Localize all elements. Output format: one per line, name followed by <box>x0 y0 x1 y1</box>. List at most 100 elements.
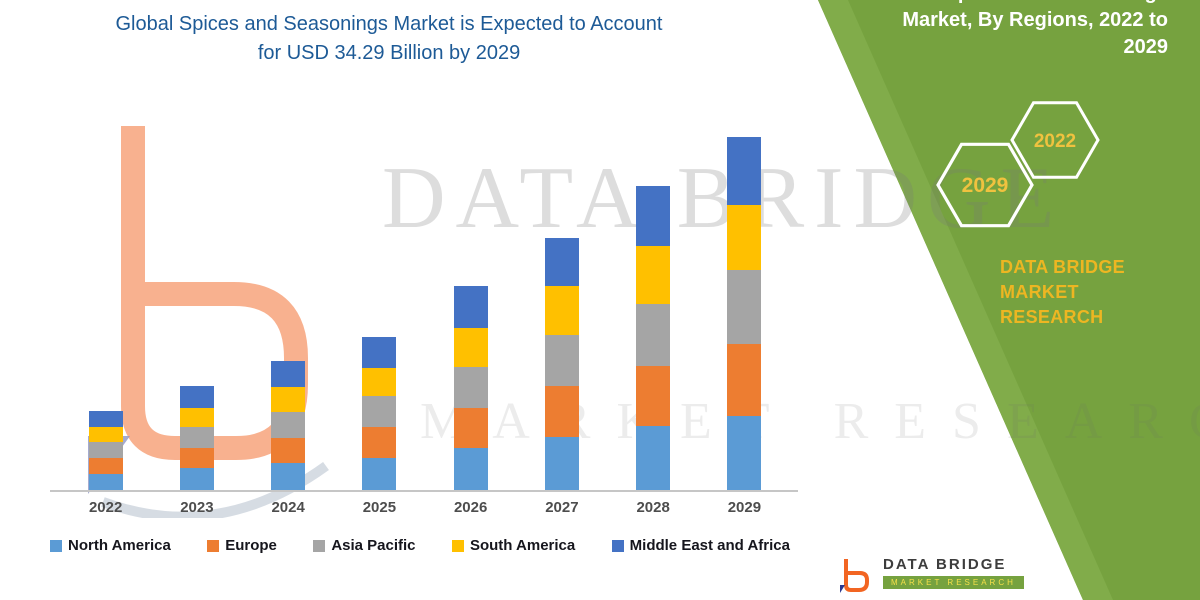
panel-heading: Global Spices and Seasonings Market, By … <box>877 0 1168 61</box>
legend-label-asia-pacific: Asia Pacific <box>331 537 416 554</box>
bar-segment-asia-pacific <box>362 396 397 428</box>
chart-title: Global Spices and Seasonings Market is E… <box>55 10 723 68</box>
stacked-bar-plot <box>60 130 790 490</box>
bar-column-2022 <box>60 130 151 490</box>
bar-segment-middle-east-and-africa <box>271 360 306 388</box>
hexagon-outline-2029 <box>936 142 1034 228</box>
bar-segment-europe <box>88 458 123 474</box>
x-axis-label-2028: 2028 <box>636 499 670 516</box>
bar-segment-asia-pacific <box>636 303 671 366</box>
bar-column-2029 <box>699 130 790 490</box>
bar-stack-2025 <box>362 336 397 490</box>
x-axis-labels: 2022 2023 2024 2025 2026 2027 2028 2029 <box>60 499 790 516</box>
legend-label-europe: Europe <box>225 537 277 554</box>
panel-heading-clipped-line: Global Spices and Seasonings <box>877 0 1168 7</box>
bar-segment-north-america <box>636 426 671 490</box>
bar-segment-north-america <box>453 447 488 490</box>
bar-column-2026 <box>425 130 516 490</box>
bar-segment-europe <box>636 365 671 427</box>
bar-segment-south-america <box>727 205 762 270</box>
bar-column-2028 <box>608 130 699 490</box>
databridge-b-logo-icon <box>840 559 869 593</box>
bar-column-2025 <box>334 130 425 490</box>
bar-segment-south-america <box>636 246 671 304</box>
bar-column-2023 <box>151 130 242 490</box>
bar-segment-middle-east-and-africa <box>453 286 488 328</box>
hexagon-year-badges: 2029 2022 <box>936 101 1100 228</box>
x-axis-label-2027: 2027 <box>545 499 579 516</box>
brand-text: DATA BRIDGE MARKET RESEARCH <box>1000 255 1200 330</box>
watermark-text-databridge: DATA BRIDGE <box>382 150 1065 247</box>
chart-legend: North America Europe Asia Pacific South Ame… <box>50 537 790 554</box>
x-axis-label-2029: 2029 <box>727 499 762 516</box>
legend-swatch-asia-pacific <box>313 539 326 552</box>
chart-title-line1: Global Spices and Seasonings Market is E… <box>115 13 663 35</box>
bar-segment-south-america <box>179 407 214 428</box>
bar-segment-europe <box>544 386 579 437</box>
bar-segment-north-america <box>271 463 306 490</box>
legend-label-south-america: South America <box>469 537 576 554</box>
x-axis-label-2024: 2024 <box>271 499 305 516</box>
bar-segment-asia-pacific <box>179 427 214 448</box>
bar-segment-north-america <box>362 458 397 490</box>
bar-segment-middle-east-and-africa <box>727 137 762 206</box>
bar-segment-middle-east-and-africa <box>179 386 214 408</box>
legend-item-north-america: North America <box>50 537 171 554</box>
bar-segment-south-america <box>88 427 123 442</box>
x-axis-label-2025: 2025 <box>362 499 397 516</box>
bar-segment-asia-pacific <box>88 441 123 459</box>
bar-segment-south-america <box>544 286 579 335</box>
legend-label-middle-east-and-africa: Middle East and Africa <box>629 537 790 554</box>
bar-segment-middle-east-and-africa <box>362 336 397 368</box>
bar-segment-asia-pacific <box>727 269 762 344</box>
bar-segment-europe <box>453 407 488 448</box>
bar-stack-2023 <box>179 386 214 490</box>
footer-logo-text: DATA BRIDGE MARKET RESEARCH <box>883 556 1024 589</box>
bar-segment-europe <box>727 343 762 416</box>
hexagon-year-left: 2029 <box>962 174 1009 197</box>
bar-segment-middle-east-and-africa <box>636 185 671 247</box>
bar-segment-south-america <box>362 367 397 397</box>
bar-column-2024 <box>243 130 334 490</box>
x-axis-label-2023: 2023 <box>180 499 214 516</box>
hexagon-year-right: 2022 <box>1034 131 1076 152</box>
bar-column-2027 <box>516 130 607 490</box>
bar-stack-2029 <box>727 137 762 490</box>
bar-segment-north-america <box>544 436 579 490</box>
brand-text-line1: DATA BRIDGE MARKET <box>1000 257 1125 302</box>
legend-swatch-europe <box>207 539 220 552</box>
brand-text-line2: RESEARCH <box>1000 307 1104 327</box>
bar-segment-europe <box>179 447 214 469</box>
footer-logo-title: DATA BRIDGE <box>883 556 1007 573</box>
bar-stack-2024 <box>271 360 306 490</box>
legend-item-middle-east-and-africa: Middle East and Africa <box>611 537 790 554</box>
bar-segment-north-america <box>88 473 123 490</box>
footer-logo: DATA BRIDGE MARKET RESEARCH <box>836 556 1024 596</box>
bar-stack-2028 <box>636 185 671 490</box>
bar-segment-europe <box>362 427 397 459</box>
bar-segment-south-america <box>271 387 306 412</box>
bar-segment-europe <box>271 437 306 464</box>
hexagon-outline-2022 <box>1010 101 1100 179</box>
x-axis-line <box>50 490 798 492</box>
bar-stack-2026 <box>453 286 488 490</box>
legend-label-north-america: North America <box>68 537 171 554</box>
legend-item-asia-pacific: Asia Pacific <box>313 537 416 554</box>
bar-segment-north-america <box>727 415 762 490</box>
legend-item-south-america: South America <box>451 537 576 554</box>
legend-swatch-south-america <box>451 539 464 552</box>
legend-swatch-north-america <box>50 539 62 552</box>
bar-stack-2022 <box>88 410 123 490</box>
legend-item-europe: Europe <box>207 537 277 554</box>
legend-swatch-middle-east-and-africa <box>611 539 624 552</box>
bar-segment-asia-pacific <box>544 334 579 387</box>
panel-heading-line1: Market, By Regions, 2022 to <box>902 9 1168 31</box>
chart-title-line2: for USD 34.29 Billion by 2029 <box>257 42 521 64</box>
bar-segment-north-america <box>179 468 214 490</box>
x-axis-label-2026: 2026 <box>453 499 488 516</box>
panel-heading-line2: 2029 <box>1123 36 1169 58</box>
footer-logo-subtitle: MARKET RESEARCH <box>883 576 1024 589</box>
bar-segment-middle-east-and-africa <box>88 410 123 428</box>
bar-segment-asia-pacific <box>271 411 306 438</box>
bar-stack-2027 <box>544 238 579 490</box>
